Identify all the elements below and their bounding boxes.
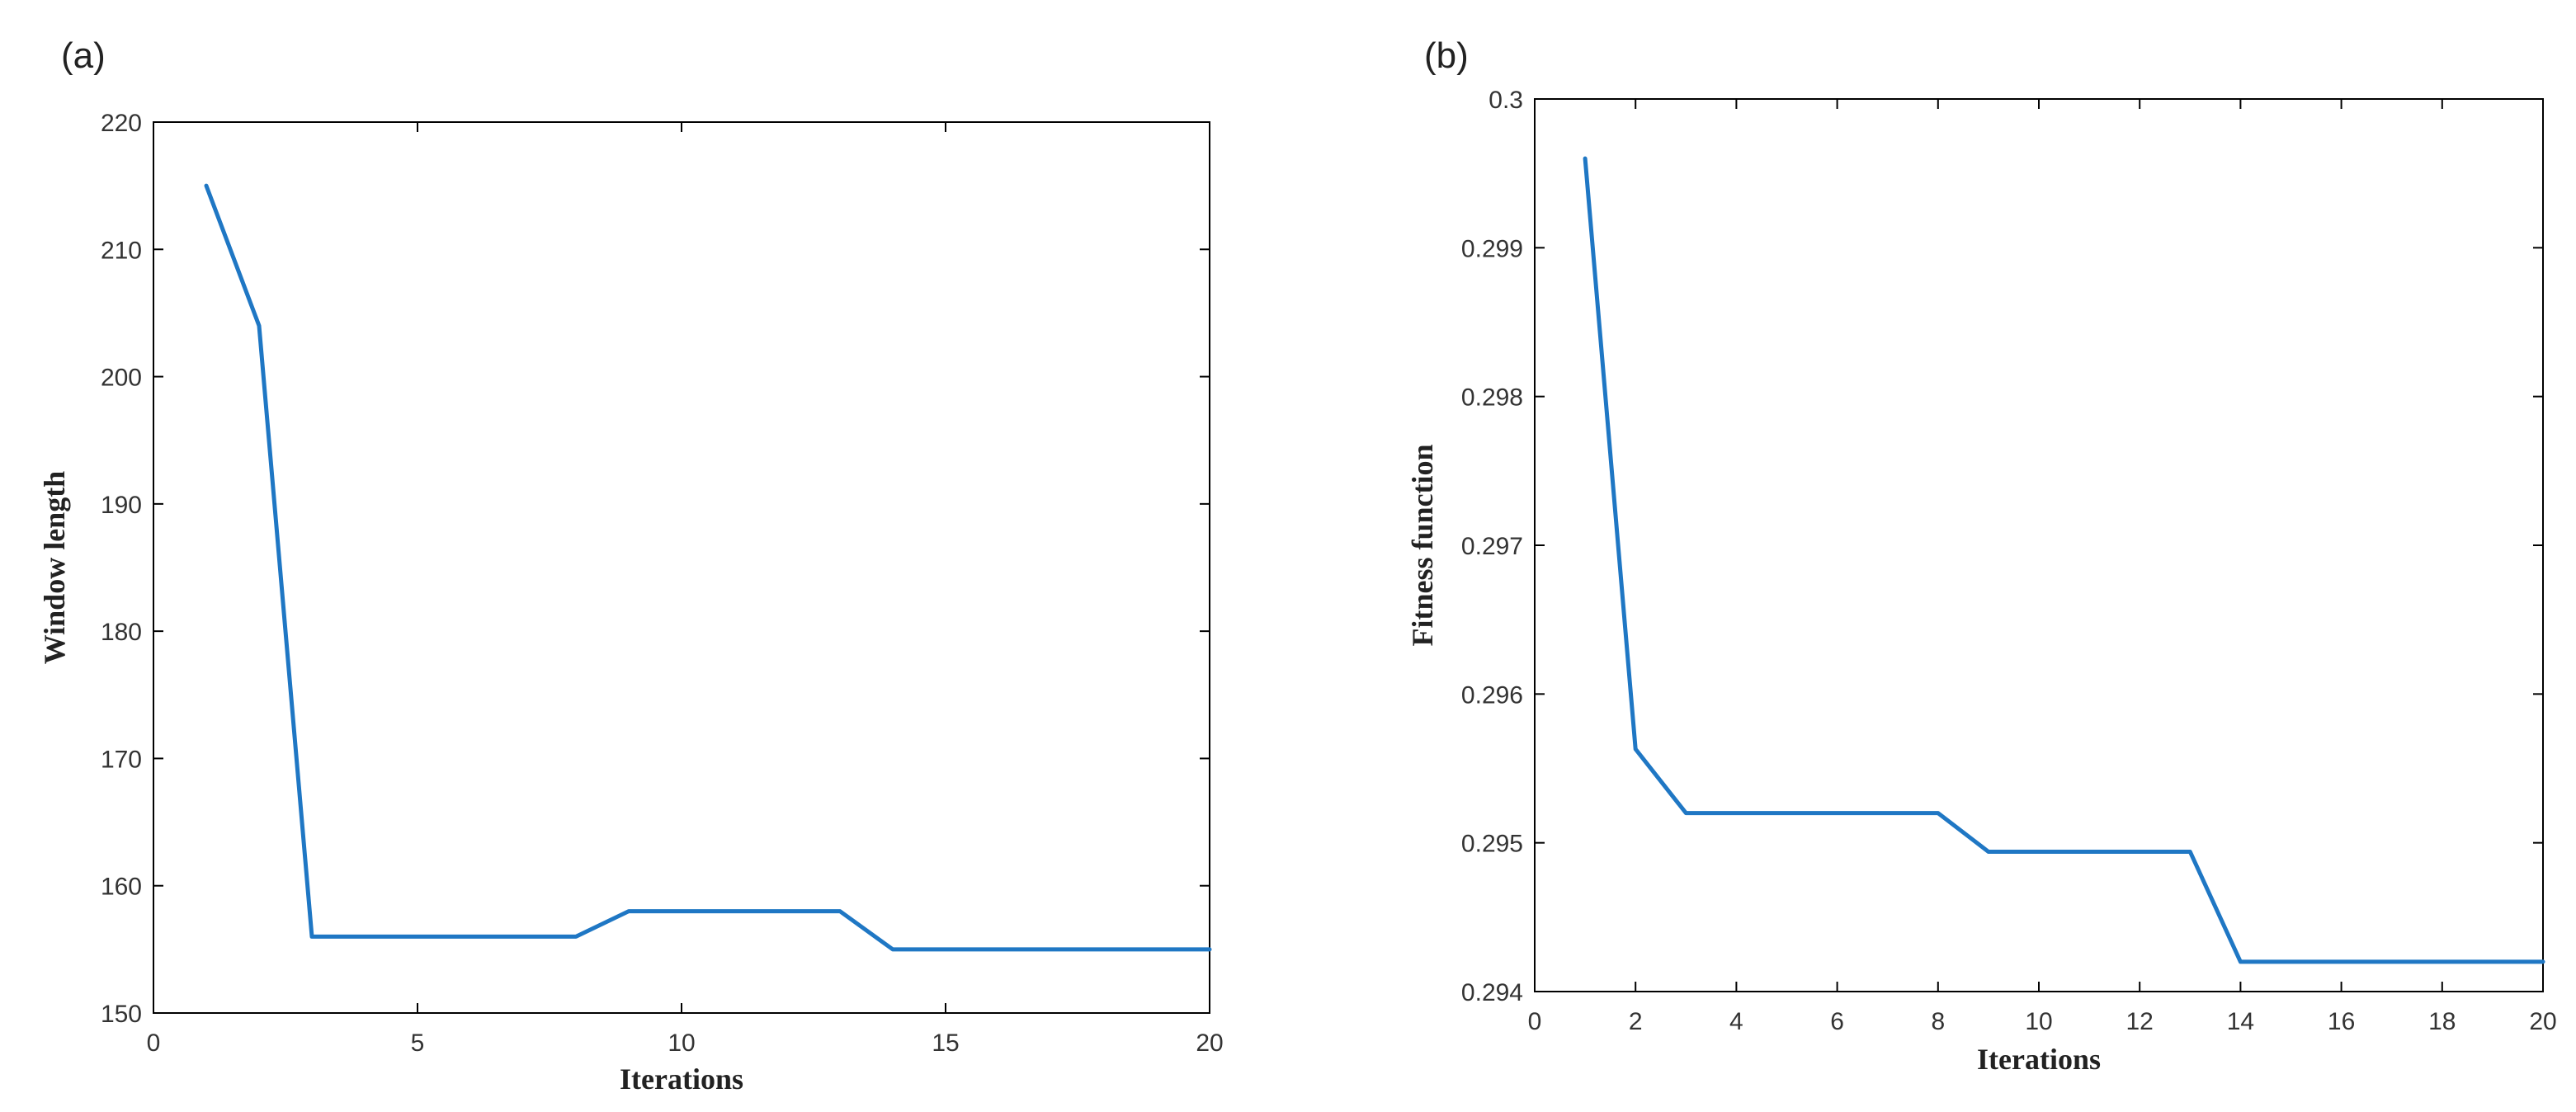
y-axis-label-b: Fitness function [1406,444,1439,646]
x-tick-label: 16 [2328,1008,2355,1035]
x-tick-label: 0 [147,1030,161,1057]
x-axis-label-b: Iterations [1977,1043,2101,1076]
x-tick-label: 20 [2529,1008,2556,1035]
x-tick-label: 10 [2025,1008,2052,1035]
x-tick-label: 5 [411,1030,425,1057]
chart-panel-b: (b) 0 2 4 6 8 10 12 14 16 18 20 0.294 0.295 0.296 0.297… [1406,35,2557,1076]
x-tick-label: 4 [1729,1008,1743,1035]
y-tick-label: 0.298 [1461,384,1523,412]
series-line-a [204,183,1212,952]
y-tick-label: 0.295 [1461,831,1523,858]
x-axis-label-a: Iterations [620,1063,743,1096]
y-tick-label: 0.297 [1461,533,1523,560]
panel-label-b: (b) [1424,35,1469,76]
y-tick-label: 160 [101,874,142,901]
y-tick-label: 220 [101,110,142,137]
x-tick-label: 18 [2428,1008,2456,1035]
x-tick-label: 6 [1830,1008,1844,1035]
x-tick-label: 14 [2227,1008,2254,1035]
chart-panel-a: (a) 0 5 10 15 20 150 160 170 180 190 200 210 220 Itera… [38,35,1224,1096]
y-tick-label: 210 [101,237,142,264]
x-tick-label: 20 [1196,1030,1223,1057]
x-tick-label: 15 [932,1030,959,1057]
y-tick-label: 0.296 [1461,681,1523,709]
x-tick-label: 12 [2126,1008,2154,1035]
y-tick-label: 200 [101,365,142,392]
x-tick-label: 2 [1629,1008,1643,1035]
series-line-b [1583,156,2545,964]
y-tick-label: 0.3 [1489,87,1523,114]
y-tick-label: 190 [101,492,142,519]
y-axis-label-a: Window length [38,471,71,664]
x-tick-label: 10 [668,1030,695,1057]
x-tick-label: 0 [1528,1008,1542,1035]
y-tick-label: 0.294 [1461,979,1523,1006]
y-tick-label: 150 [101,1001,142,1028]
panel-label-a: (a) [61,35,106,76]
y-tick-label: 180 [101,619,142,646]
x-tick-label: 8 [1931,1008,1945,1035]
y-tick-label: 170 [101,746,142,773]
y-tick-label: 0.299 [1461,235,1523,262]
